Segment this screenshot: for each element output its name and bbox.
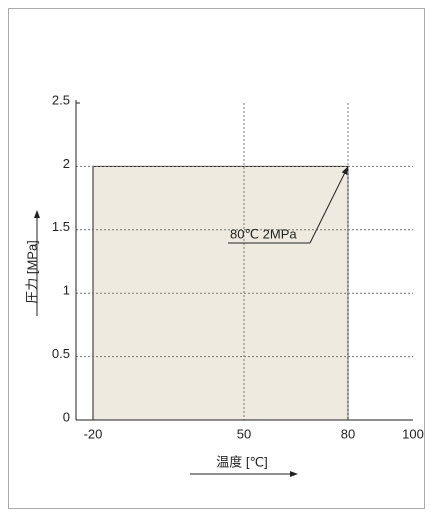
annotation-text: 80℃ 2MPa bbox=[230, 226, 297, 241]
x-axis-label: 温度 [℃] bbox=[216, 454, 267, 469]
y-tick-label: 2.5 bbox=[52, 92, 70, 107]
x-tick-label: 50 bbox=[237, 426, 251, 441]
y-tick-label: 1 bbox=[63, 283, 70, 298]
x-label-arrowhead bbox=[290, 471, 298, 477]
frame bbox=[8, 8, 425, 509]
y-tick-label: 0.5 bbox=[52, 346, 70, 361]
x-tick-label: -20 bbox=[84, 426, 103, 441]
y-label-arrowhead bbox=[34, 210, 40, 218]
x-tick-label: 80 bbox=[341, 426, 355, 441]
annotation-leader bbox=[309, 166, 349, 244]
y-tick-label: 0 bbox=[63, 409, 70, 424]
x-tick-label: 100 bbox=[402, 426, 424, 441]
y-axis-label: 圧力 [MPa] bbox=[24, 240, 39, 304]
y-tick-label: 1.5 bbox=[52, 219, 70, 234]
y-tick-label: 2 bbox=[63, 156, 70, 171]
annotation-arrowhead bbox=[341, 166, 348, 175]
